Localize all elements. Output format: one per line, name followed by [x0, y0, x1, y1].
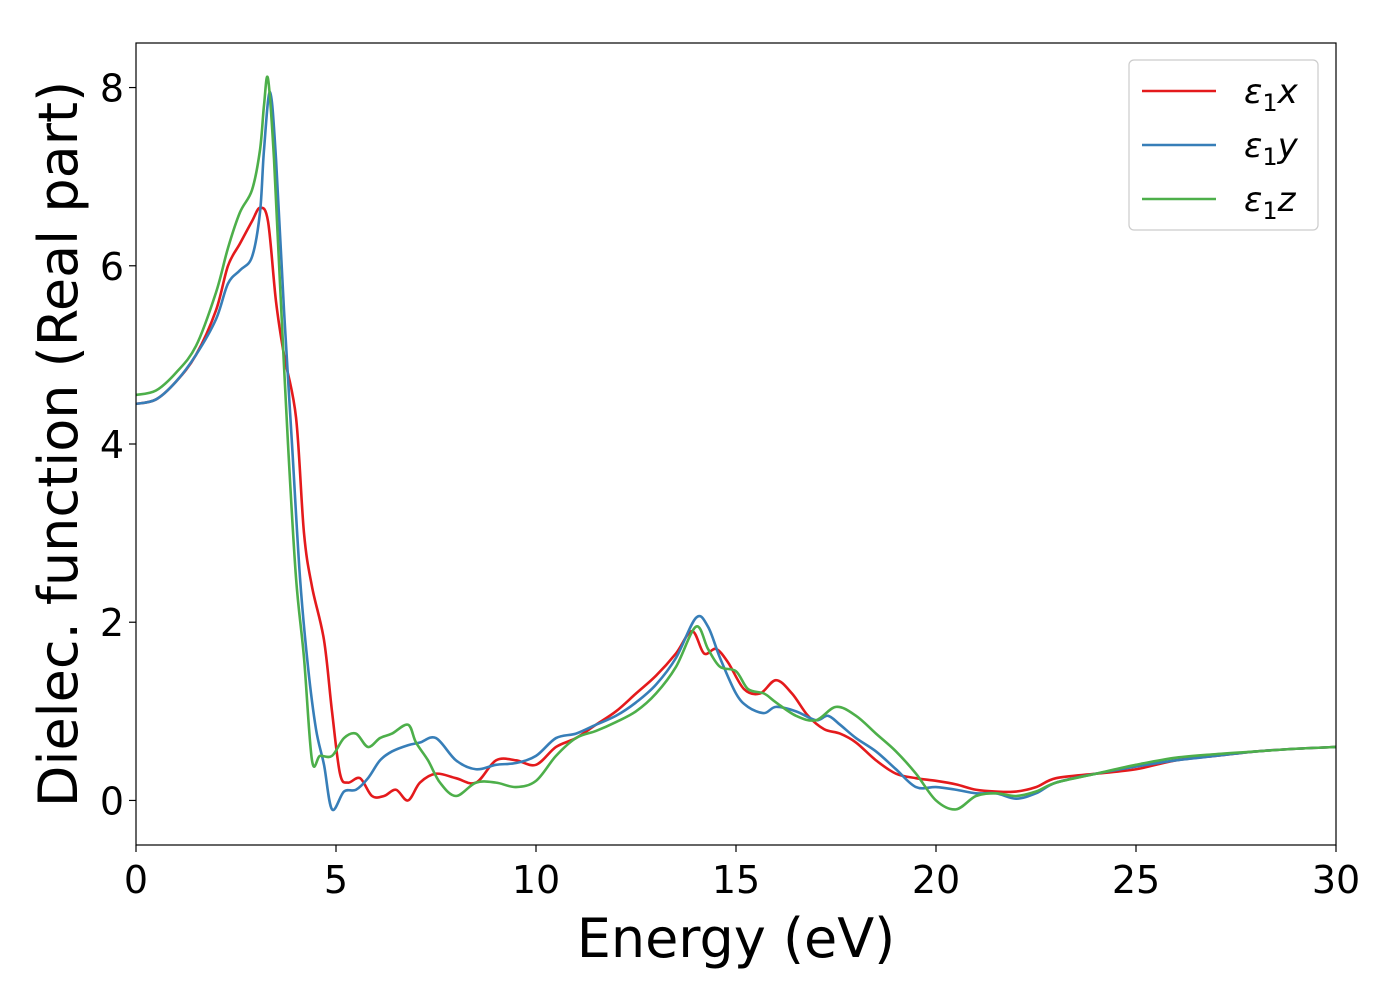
x-axis-title: Energy (eV): [577, 907, 896, 970]
y-tick-label: 8: [100, 67, 124, 111]
x-tick-label: 25: [1112, 858, 1160, 902]
legend: ε1x ε1y ε1z: [1128, 59, 1319, 231]
x-tick-label: 0: [124, 858, 148, 902]
x-tick-label: 20: [912, 858, 960, 902]
series-line-y: [136, 90, 1336, 812]
y-tick-label: 6: [100, 245, 124, 289]
y-tick-label: 0: [100, 779, 124, 823]
y-axis-title: Dielec. function (Real part): [27, 81, 90, 807]
x-tick-label: 10: [512, 858, 560, 902]
series-line-z: [136, 75, 1336, 811]
y-tick-label: 2: [100, 601, 124, 645]
series-layer: [136, 75, 1336, 812]
legend-label-x: ε1x: [1244, 72, 1299, 117]
x-tick-label: 5: [324, 858, 348, 902]
x-tick-label: 30: [1312, 858, 1360, 902]
legend-box: [1128, 59, 1319, 231]
x-tick-label: 15: [712, 858, 760, 902]
legend-label-y: ε1y: [1244, 126, 1299, 171]
ticks-layer: 0 5 10 15 20 25 30 0 2 4 6 8: [100, 67, 1360, 902]
y-tick-label: 4: [100, 423, 124, 467]
legend-label-z: ε1z: [1244, 180, 1297, 225]
